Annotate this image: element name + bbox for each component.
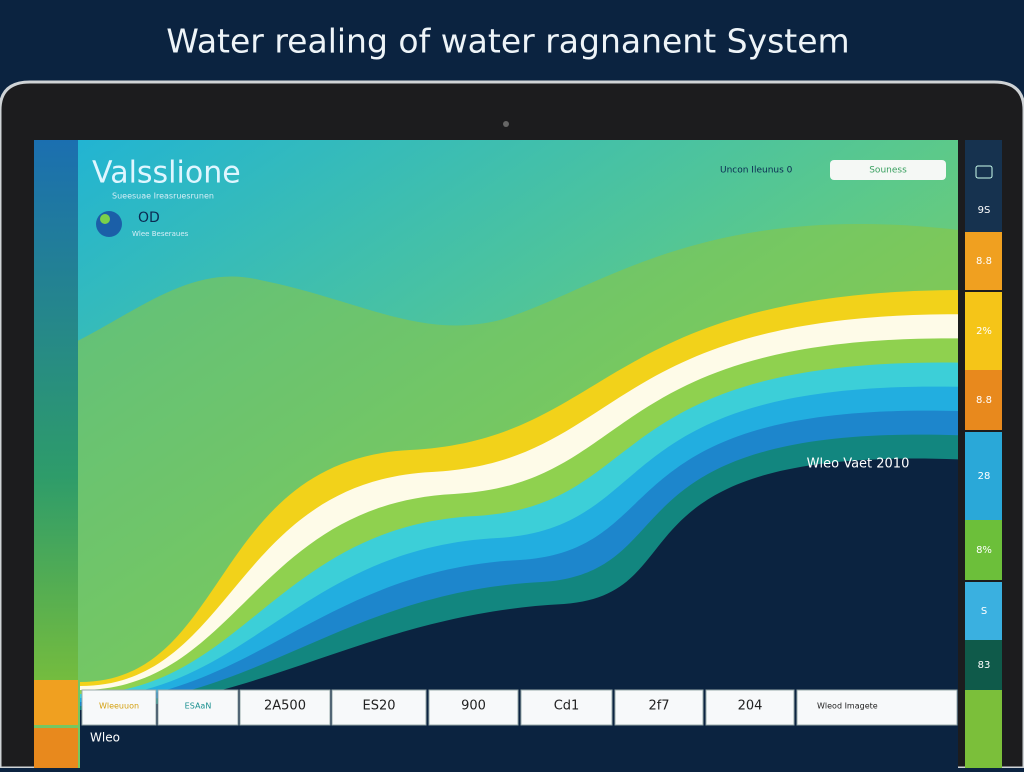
value-cell <box>614 689 704 726</box>
value-cell <box>796 689 958 726</box>
button[interactable] <box>830 160 946 180</box>
value-cell-label: Cd1 <box>554 699 580 714</box>
top-label: Uncon Ileunus 0 <box>720 166 793 176</box>
sidebar-tile <box>965 232 1002 290</box>
sidebar-tile <box>965 432 1002 520</box>
sidebar-label: 28 <box>978 471 991 482</box>
right-sidebar: 9S 8.8 2% 8.8 28 8% S 83 <box>965 140 1002 768</box>
bottom-row: Wleeuuon ESAaN 2A500 ES20 900 Cd1 2f7 204 Wleod … <box>81 689 958 726</box>
wave-bands <box>80 290 958 768</box>
sidebar-tile <box>965 370 1002 430</box>
metric-label: Wlee Beseraues <box>132 230 189 238</box>
app-subtitle: Sueesuae Ireasruesrunen <box>112 192 214 201</box>
logo <box>96 211 122 237</box>
value-cell-label: 900 <box>461 699 486 714</box>
value-cell <box>81 689 157 726</box>
metric: OD <box>138 210 160 226</box>
footer-label: Wleo <box>90 731 120 745</box>
button-label[interactable]: Souness <box>869 166 907 176</box>
value-cell <box>239 689 331 726</box>
logo <box>100 214 110 224</box>
value-cell-label: 204 <box>738 699 763 714</box>
chart-label: Wleo Vaet 2010 <box>807 457 910 472</box>
value-cell-label: Wleeuuon <box>99 702 139 711</box>
value-cell <box>157 689 239 726</box>
sidebar-tile <box>965 140 1002 232</box>
value-cell-label: Wleod Imagete <box>817 702 878 711</box>
sidebar-tile <box>965 690 1002 768</box>
value-cell <box>331 689 427 726</box>
left-tile <box>34 680 78 725</box>
value-cell <box>428 689 519 726</box>
value-cell <box>705 689 795 726</box>
sidebar-tile <box>965 292 1002 370</box>
value-cell-label: ES20 <box>362 699 395 714</box>
camera <box>503 121 509 127</box>
value-cell-label: ESAaN <box>185 702 212 711</box>
app-title: Valsslione <box>92 156 241 191</box>
value-cell <box>520 689 613 726</box>
sidebar-label: 8% <box>976 545 992 556</box>
sidebar-label: S <box>981 606 987 617</box>
value-cell-label: 2A500 <box>264 699 306 714</box>
left-tile <box>34 728 78 768</box>
sidebar-tile <box>965 640 1002 690</box>
page-title: Water realing of water ragnanent System <box>166 22 849 61</box>
sidebar-icon <box>975 165 993 179</box>
sidebar-tile <box>965 582 1002 640</box>
sidebar-tile <box>965 520 1002 580</box>
sidebar-label: 83 <box>978 660 991 671</box>
left-sidebar <box>34 140 78 700</box>
sidebar-label: 9S <box>978 205 991 216</box>
sidebar-label: 8.8 <box>976 256 992 267</box>
sidebar-label: 2% <box>976 326 992 337</box>
value-cell-label: 2f7 <box>648 699 669 714</box>
sidebar-label: 8.8 <box>976 395 992 406</box>
